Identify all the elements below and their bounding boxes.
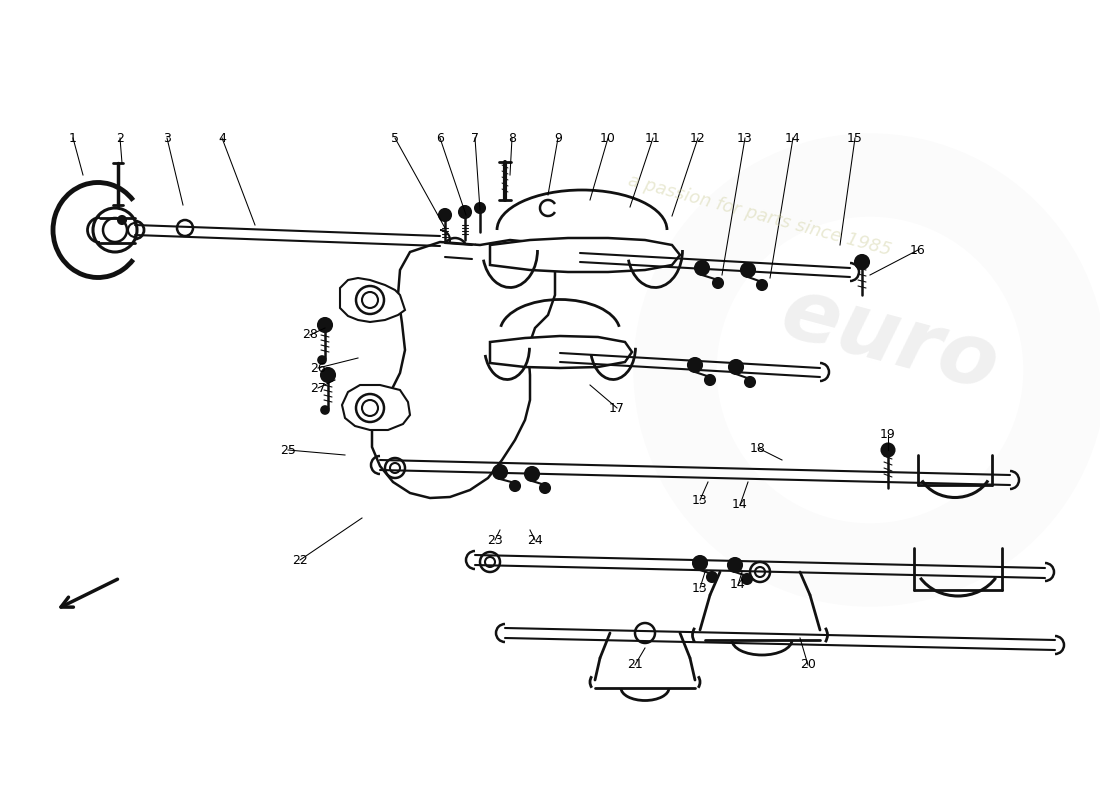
Circle shape — [757, 280, 767, 290]
Text: 17: 17 — [609, 402, 625, 414]
Polygon shape — [490, 238, 680, 272]
Text: 19: 19 — [880, 429, 895, 442]
Circle shape — [729, 360, 743, 374]
Text: 8: 8 — [508, 131, 516, 145]
Text: 22: 22 — [293, 554, 308, 566]
Text: 21: 21 — [627, 658, 642, 671]
Circle shape — [493, 465, 507, 479]
Circle shape — [321, 368, 336, 382]
Circle shape — [728, 558, 743, 572]
Text: 2: 2 — [117, 131, 124, 145]
Text: a passion for parts since 1985: a passion for parts since 1985 — [626, 171, 893, 259]
Circle shape — [742, 574, 752, 584]
Circle shape — [525, 467, 539, 481]
Text: 14: 14 — [785, 131, 801, 145]
Circle shape — [745, 377, 755, 387]
Text: 13: 13 — [692, 582, 708, 594]
Circle shape — [439, 209, 451, 221]
Text: 10: 10 — [601, 131, 616, 145]
Text: 15: 15 — [847, 131, 862, 145]
Text: 3: 3 — [163, 131, 170, 145]
Text: 20: 20 — [800, 658, 816, 671]
Text: 13: 13 — [737, 131, 752, 145]
Circle shape — [855, 255, 869, 269]
Text: 1: 1 — [69, 131, 77, 145]
Polygon shape — [490, 336, 632, 368]
Text: 12: 12 — [690, 131, 706, 145]
Text: 9: 9 — [554, 131, 562, 145]
Circle shape — [318, 356, 326, 364]
Text: 25: 25 — [280, 443, 296, 457]
Circle shape — [688, 358, 702, 372]
Text: 7: 7 — [471, 131, 478, 145]
Text: 16: 16 — [910, 243, 926, 257]
Text: 23: 23 — [487, 534, 503, 546]
Circle shape — [459, 206, 471, 218]
Circle shape — [693, 556, 707, 570]
Text: 6: 6 — [436, 131, 444, 145]
Circle shape — [510, 481, 520, 491]
Text: 14: 14 — [733, 498, 748, 511]
Circle shape — [318, 318, 332, 332]
Circle shape — [741, 263, 755, 277]
Text: 13: 13 — [692, 494, 708, 506]
Polygon shape — [342, 385, 410, 430]
Circle shape — [118, 216, 127, 224]
Text: 26: 26 — [310, 362, 326, 374]
Text: 18: 18 — [750, 442, 766, 454]
Circle shape — [321, 406, 329, 414]
Circle shape — [475, 203, 485, 213]
Polygon shape — [372, 240, 556, 498]
Text: 5: 5 — [390, 131, 399, 145]
Polygon shape — [340, 278, 405, 322]
Circle shape — [707, 572, 717, 582]
Text: 11: 11 — [645, 131, 661, 145]
Text: euro: euro — [772, 271, 1008, 409]
Text: 4: 4 — [218, 131, 226, 145]
Text: 27: 27 — [310, 382, 326, 394]
Circle shape — [540, 483, 550, 493]
Circle shape — [449, 244, 461, 256]
Text: 24: 24 — [527, 534, 543, 546]
Circle shape — [881, 443, 894, 457]
Circle shape — [695, 261, 710, 275]
Text: 14: 14 — [730, 578, 746, 591]
Circle shape — [705, 375, 715, 385]
Text: 28: 28 — [302, 329, 318, 342]
Circle shape — [713, 278, 723, 288]
